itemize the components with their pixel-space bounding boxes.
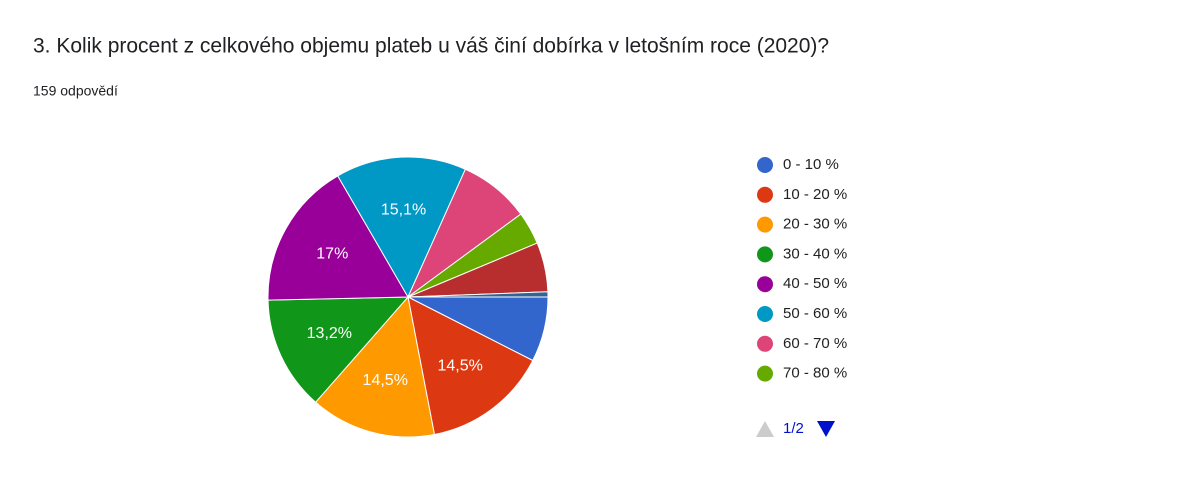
legend-page: 1/2 bbox=[783, 420, 804, 437]
slice-label: 14,5% bbox=[437, 358, 482, 375]
response-count: 159 odpovědí bbox=[33, 83, 118, 99]
legend-label: 70 - 80 % bbox=[783, 365, 847, 382]
legend-swatch bbox=[757, 246, 773, 263]
slice-label: 13,2% bbox=[307, 325, 352, 342]
pie-slice bbox=[407, 291, 549, 298]
pie-slice bbox=[267, 296, 410, 403]
pie-slice bbox=[314, 295, 436, 438]
legend-swatch bbox=[757, 157, 773, 173]
slice-label: 15,1% bbox=[381, 202, 426, 219]
legend-swatch bbox=[757, 365, 773, 382]
slice-label: 14,5% bbox=[363, 372, 408, 389]
legend-swatch bbox=[757, 276, 773, 293]
legend-label: 20 - 30 % bbox=[783, 216, 847, 233]
legend-swatch bbox=[757, 306, 773, 322]
legend-swatch bbox=[757, 186, 773, 203]
legend-label: 30 - 40 % bbox=[783, 245, 847, 262]
legend-label: 60 - 70 % bbox=[783, 335, 847, 352]
legend-swatch bbox=[757, 335, 773, 352]
legend-label: 40 - 50 % bbox=[783, 275, 847, 292]
pie-slice bbox=[337, 156, 467, 299]
legend-label: 0 - 10 % bbox=[783, 156, 839, 173]
chart-title: 3. Kolik procent z celkového objemu plat… bbox=[33, 35, 829, 58]
slice-label: 17% bbox=[316, 246, 348, 263]
legend-label: 10 - 20 % bbox=[783, 186, 847, 203]
legend-next[interactable] bbox=[817, 421, 835, 437]
legend-prev[interactable] bbox=[756, 421, 774, 437]
pie-slice bbox=[407, 296, 534, 436]
legend-swatch bbox=[757, 216, 773, 233]
pie-slice bbox=[267, 175, 409, 301]
legend-label: 50 - 60 % bbox=[783, 305, 847, 322]
